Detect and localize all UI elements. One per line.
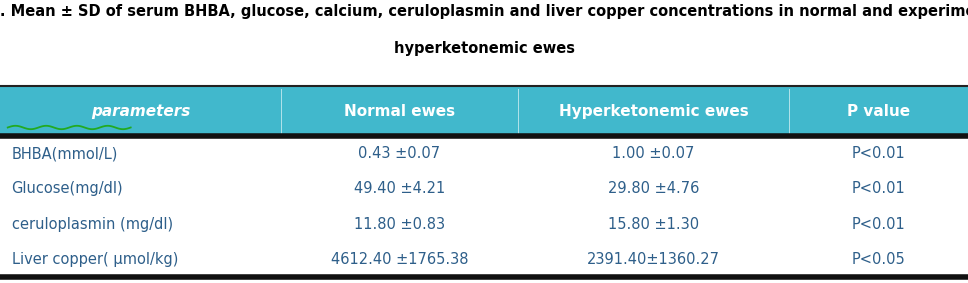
Text: P value: P value <box>847 104 910 119</box>
Text: parameters: parameters <box>91 104 190 119</box>
Text: Normal ewes: Normal ewes <box>344 104 455 119</box>
Text: 49.40 ±4.21: 49.40 ±4.21 <box>353 181 445 196</box>
Text: hyperketonemic ewes: hyperketonemic ewes <box>394 41 574 56</box>
Text: Hyperketonemic ewes: Hyperketonemic ewes <box>559 104 748 119</box>
Text: P<0.01: P<0.01 <box>852 181 905 196</box>
Text: P<0.01: P<0.01 <box>852 217 905 232</box>
Text: P<0.05: P<0.05 <box>852 252 905 267</box>
Text: 0.43 ±0.07: 0.43 ±0.07 <box>358 146 440 161</box>
Text: Table1. Mean ± SD of serum BHBA, glucose, calcium, ceruloplasmin and liver coppe: Table1. Mean ± SD of serum BHBA, glucose… <box>0 4 968 19</box>
Text: 1.00 ±0.07: 1.00 ±0.07 <box>612 146 695 161</box>
Text: 2391.40±1360.27: 2391.40±1360.27 <box>587 252 720 267</box>
Text: 29.80 ±4.76: 29.80 ±4.76 <box>608 181 699 196</box>
Text: Liver copper( μmol/kg): Liver copper( μmol/kg) <box>12 252 178 267</box>
Text: 11.80 ±0.83: 11.80 ±0.83 <box>353 217 445 232</box>
Text: 15.80 ±1.30: 15.80 ±1.30 <box>608 217 699 232</box>
Text: BHBA(mmol/L): BHBA(mmol/L) <box>12 146 118 161</box>
Text: Glucose(mg/dl): Glucose(mg/dl) <box>12 181 123 196</box>
Text: ceruloplasmin (mg/dl): ceruloplasmin (mg/dl) <box>12 217 172 232</box>
Text: 4612.40 ±1765.38: 4612.40 ±1765.38 <box>330 252 469 267</box>
Text: P<0.01: P<0.01 <box>852 146 905 161</box>
Bar <box>0 86 968 136</box>
